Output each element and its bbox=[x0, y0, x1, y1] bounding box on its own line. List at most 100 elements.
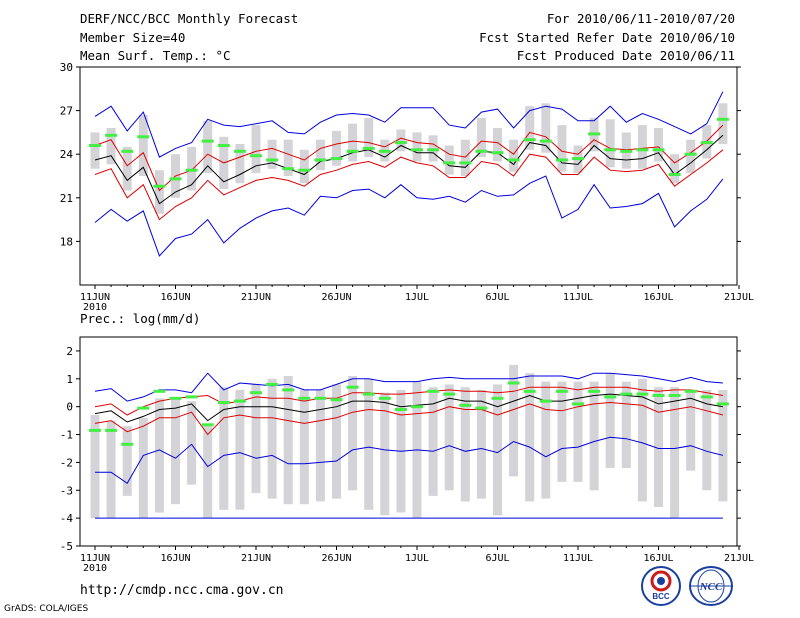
precip-median bbox=[459, 403, 472, 407]
source-url[interactable]: http://cmdp.ncc.cma.gov.cn bbox=[80, 583, 284, 598]
temp-box bbox=[90, 132, 100, 169]
temp-median bbox=[201, 139, 214, 143]
temp-xtick-label: 11JUN bbox=[80, 292, 110, 303]
precip-frame bbox=[79, 336, 738, 547]
temp-box bbox=[605, 119, 615, 168]
precip-xtick-label: 11JUN bbox=[80, 553, 110, 564]
precip-median bbox=[105, 428, 118, 432]
precip-median bbox=[282, 388, 295, 392]
temp-box bbox=[251, 125, 261, 174]
precip-box bbox=[589, 381, 599, 491]
precip-median bbox=[217, 401, 230, 404]
temp-median bbox=[266, 158, 279, 162]
temp-box bbox=[509, 139, 519, 172]
precip-box bbox=[605, 373, 615, 468]
precip-box bbox=[686, 389, 696, 471]
temp-box bbox=[138, 115, 148, 176]
temp-median bbox=[716, 117, 729, 121]
precip-ytick-label: 0 bbox=[66, 401, 73, 414]
precip-box bbox=[476, 389, 486, 499]
precip-median bbox=[668, 394, 681, 397]
precip-median bbox=[394, 408, 407, 411]
precip-box bbox=[493, 384, 502, 516]
precip-median bbox=[523, 389, 536, 393]
temp-xtick-label: 6JUL bbox=[485, 292, 509, 303]
temp-median bbox=[443, 161, 456, 165]
temp-year-label: 2010 bbox=[83, 302, 107, 313]
temp-median bbox=[298, 168, 311, 172]
precip-median bbox=[475, 406, 488, 410]
temp-median bbox=[459, 161, 472, 165]
precip-xtick-label: 1JUL bbox=[405, 553, 429, 564]
precip-box bbox=[380, 392, 390, 516]
grads-credit: GrADS: COLA/IGES bbox=[4, 604, 89, 614]
precip-box bbox=[171, 398, 180, 505]
temp-box bbox=[557, 125, 567, 172]
fcst-started-label: Fcst Started Refer Date 2010/06/10 bbox=[479, 30, 735, 45]
precip-box bbox=[525, 373, 535, 502]
precip-box bbox=[90, 415, 100, 519]
temp-xtick-label: 21JUL bbox=[724, 292, 754, 303]
temp-xtick-label: 11JUL bbox=[563, 292, 593, 303]
temp-panel: 18 21 24 27 30 11JUN 16JUN 21JUN 26JUN 1JUL 6JUL 11… bbox=[60, 61, 754, 313]
temp-ytick-label: 24 bbox=[60, 148, 74, 161]
precip-median bbox=[346, 385, 359, 389]
precip-series-min bbox=[95, 436, 724, 485]
precip-box bbox=[460, 387, 470, 502]
temp-median bbox=[539, 139, 552, 143]
precip-box bbox=[106, 420, 116, 519]
temp-ytick-label: 30 bbox=[60, 61, 73, 74]
temp-median bbox=[121, 149, 134, 153]
temp-box bbox=[460, 139, 470, 176]
temp-series-max bbox=[94, 91, 724, 158]
precip-box bbox=[428, 387, 438, 496]
temp-median bbox=[233, 149, 246, 153]
precip-median bbox=[314, 396, 327, 400]
precip-box bbox=[138, 417, 148, 519]
temp-box bbox=[364, 117, 374, 158]
precip-year-label: 2010 bbox=[83, 563, 107, 574]
temp-box bbox=[525, 106, 535, 150]
precip-box bbox=[364, 378, 374, 510]
temp-box bbox=[396, 129, 406, 152]
precip-median bbox=[201, 423, 214, 427]
temp-median bbox=[362, 146, 375, 150]
precip-xtick-label: 6JUL bbox=[485, 553, 509, 564]
bcc-logo-text: BCC bbox=[652, 592, 670, 601]
precip-xtick-label: 21JUN bbox=[241, 553, 271, 564]
temp-median bbox=[411, 148, 423, 152]
precip-median bbox=[700, 395, 713, 399]
precip-ytick-label: -1 bbox=[60, 429, 73, 442]
precip-ytick-label: 2 bbox=[66, 345, 73, 358]
temp-box bbox=[235, 144, 245, 184]
precip-ytick-label: 1 bbox=[66, 373, 73, 386]
precip-box bbox=[637, 378, 647, 502]
temp-median bbox=[427, 148, 440, 152]
temp-median bbox=[314, 158, 327, 162]
precip-box bbox=[251, 384, 261, 494]
precip-box bbox=[332, 384, 341, 499]
temp-box bbox=[106, 128, 116, 165]
precip-median bbox=[491, 396, 504, 400]
precip-xtick-label: 26JUN bbox=[321, 553, 351, 564]
temp-box bbox=[122, 146, 132, 191]
precip-box bbox=[122, 426, 132, 496]
precip-median bbox=[185, 395, 198, 399]
temp-box bbox=[299, 149, 309, 184]
temp-ytick-label: 27 bbox=[60, 105, 73, 118]
temp-xtick-label: 1JUL bbox=[405, 292, 429, 303]
temp-box bbox=[637, 125, 647, 169]
temp-box bbox=[541, 103, 551, 153]
bcc-logo: BCC bbox=[641, 566, 681, 606]
temp-median bbox=[89, 144, 101, 147]
temp-frame bbox=[79, 66, 738, 286]
precip-median bbox=[620, 392, 633, 396]
precip-ytick-label: -4 bbox=[60, 512, 74, 525]
temp-median bbox=[620, 149, 633, 153]
temp-series-lower bbox=[94, 149, 724, 221]
precip-box bbox=[654, 387, 663, 507]
temp-box bbox=[412, 132, 422, 162]
temp-ytick-label: 21 bbox=[60, 192, 73, 205]
precip-ytick-label: -3 bbox=[60, 484, 73, 497]
precip-series-lower bbox=[94, 401, 724, 436]
